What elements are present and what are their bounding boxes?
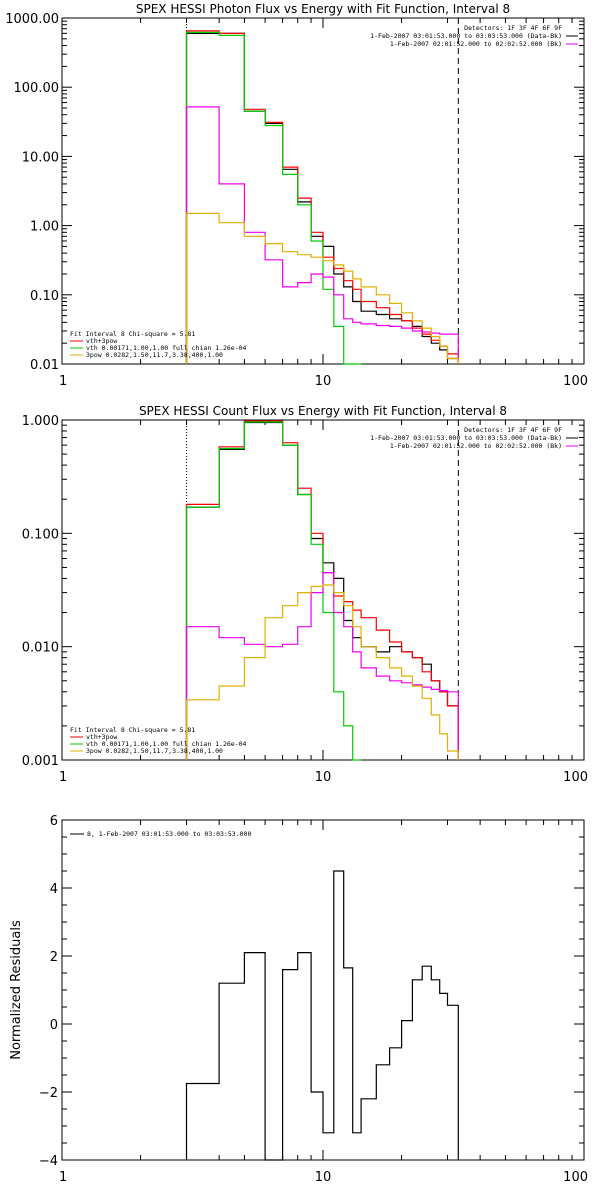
chart-title: SPEX HESSI Photon Flux vs Energy with Fi… [136, 2, 510, 16]
y-tick-label: 10.00 [22, 150, 59, 165]
x-tick-label: 10 [315, 770, 332, 785]
y-tick-label: −4 [39, 1154, 58, 1169]
series-0-histogram [185, 870, 459, 1161]
y-tick-label: 6 [50, 814, 58, 829]
photon-flux-panel: SPEX HESSI Photon Flux vs Energy with Fi… [5, 2, 588, 389]
y-tick-label: 2 [50, 950, 58, 965]
x-tick-label: 1 [59, 770, 67, 785]
y-tick-label: 0.001 [22, 754, 59, 769]
legend-bottom-text: 3pow 0.0282,1.50,11.7,3.38,400,1.00 [86, 351, 223, 359]
plot-frame [61, 17, 585, 365]
y-tick-label: 1000.00 [5, 12, 59, 27]
legend-top-text: 1-Feb-2007 02:01:52.000 to 02:02:52.000 … [390, 442, 562, 450]
series-4-histogram [185, 212, 459, 364]
series-4-histogram [185, 584, 459, 760]
count-flux-panel: SPEX HESSI Count Flux vs Energy with Fit… [22, 404, 588, 785]
legend-bottom-text: vth 0.00171,1.00,1.00 full chian 1.26e-0… [86, 344, 247, 352]
x-tick-label: 100 [563, 770, 588, 785]
legend-top-text: 1-Feb-2007 02:01:52.000 to 02:02:52.000 … [390, 40, 562, 48]
series-3-histogram [185, 106, 459, 364]
legend-top-text: 1-Feb-2007 03:01:53.000 to 03:03:53.000 … [370, 32, 562, 40]
legend-bottom-text: vth+3pow [86, 733, 117, 741]
legend-bottom-text: Fit Interval 8 Chi-square = 5.81 [70, 726, 195, 734]
series-0-histogram [185, 32, 459, 364]
legend-top-text: 8, 1-Feb-2007 03:01:53.000 to 03:03:53.0… [87, 830, 251, 838]
legend-bottom-text: Fit Interval 8 Chi-square = 5.81 [70, 330, 195, 338]
x-tick-label: 1 [59, 1170, 67, 1185]
chart-title: SPEX HESSI Count Flux vs Energy with Fit… [139, 404, 507, 418]
y-tick-label: 1.00 [30, 220, 59, 235]
y-tick-label: 100.00 [14, 81, 60, 96]
x-tick-label: 10 [315, 1170, 332, 1185]
legend-bottom-text: 3pow 0.0282,1.50,11.7,3.38,400,1.00 [86, 747, 223, 755]
y-tick-label: 0 [50, 1018, 58, 1033]
x-tick-label: 1 [59, 374, 67, 389]
x-tick-label: 100 [563, 1170, 588, 1185]
y-tick-label: 4 [50, 882, 58, 897]
legend-bottom-text: vth+3pow [86, 337, 117, 345]
legend-bottom-text: vth 0.00171,1.00,1.00 full chian 1.26e-0… [86, 740, 247, 748]
residuals-panel: 1 10 100 6 4 2 0 −2 −4 Normalized Residuals 8, 1-F… [9, 814, 588, 1185]
y-axis-label: Normalized Residuals [9, 920, 24, 1060]
series-2-histogram [185, 31, 362, 365]
series-2-histogram [185, 421, 362, 761]
x-tick-label: 10 [315, 374, 332, 389]
y-tick-label: −2 [39, 1086, 58, 1101]
y-tick-label: 1.000 [22, 414, 59, 429]
y-tick-label: 0.01 [30, 358, 59, 373]
y-tick-label: 0.10 [30, 289, 59, 304]
y-tick-label: 0.010 [22, 641, 59, 656]
legend-top-text: Detectors: 1F 3F 4F 6F 9F [464, 426, 562, 434]
legend-top-text: Detectors: 1F 3F 4F 6F 9F [464, 24, 562, 32]
y-tick-label: 0.100 [22, 527, 59, 542]
series-1-histogram [185, 30, 459, 364]
legend-top-text: 1-Feb-2007 03:01:53.000 to 03:03:53.000 … [370, 434, 562, 442]
x-tick-label: 100 [563, 374, 588, 389]
